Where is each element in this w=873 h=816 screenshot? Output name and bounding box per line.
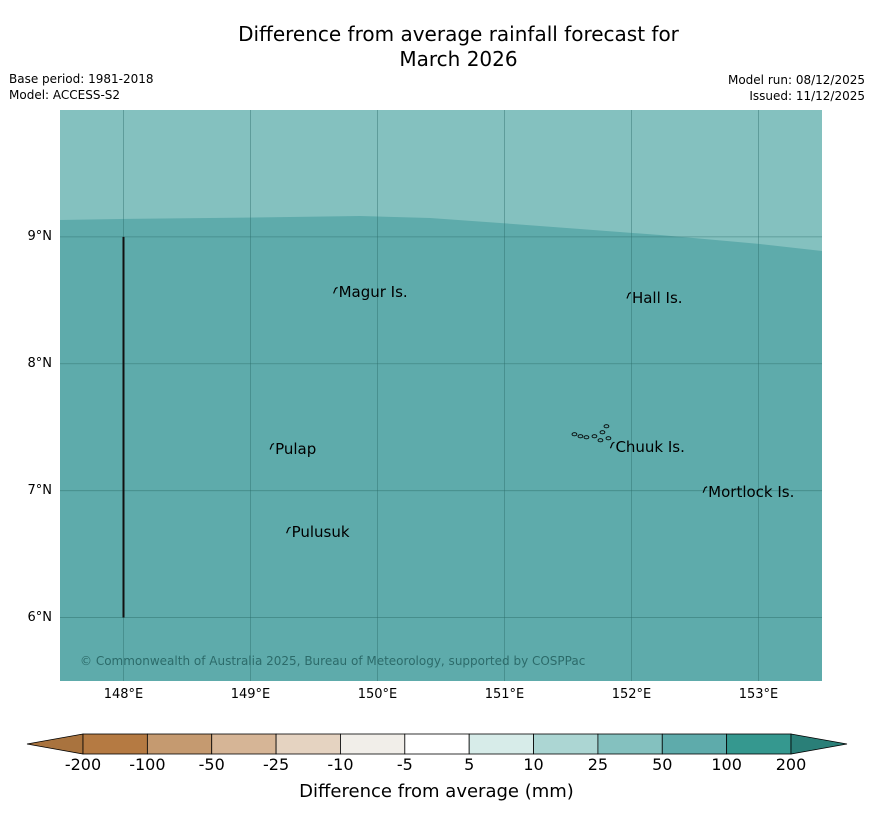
island-outline bbox=[286, 526, 291, 534]
colorbar-tick: 10 bbox=[523, 755, 544, 774]
colorbar-cells bbox=[26, 733, 848, 755]
island-outline bbox=[269, 442, 275, 450]
chuuk-islet bbox=[577, 434, 584, 439]
chuuk-islet bbox=[597, 438, 604, 443]
place-label-magur: Magur Is. bbox=[338, 283, 408, 302]
lat-tick-label: 6°N bbox=[27, 609, 53, 625]
chuuk-islet bbox=[591, 434, 598, 439]
colorbar-tick: -10 bbox=[327, 755, 354, 774]
place-label-mortlock: Mortlock Is. bbox=[708, 482, 795, 501]
colorbar-extend-low bbox=[26, 733, 84, 755]
lon-tick-label: 152°E bbox=[611, 687, 652, 702]
colorbar-tick: 100 bbox=[711, 755, 742, 774]
colorbar-tick: -50 bbox=[198, 755, 225, 774]
colorbar-cell bbox=[726, 733, 792, 755]
island-outline bbox=[702, 486, 708, 493]
chuuk-islet bbox=[599, 430, 606, 435]
colorbar bbox=[26, 733, 848, 755]
meta-right: Model run: 08/12/2025 Issued: 11/12/2025 bbox=[728, 72, 865, 104]
rainfall-map[interactable] bbox=[60, 110, 822, 681]
map-canvas bbox=[60, 110, 822, 681]
model-run: Model run: 08/12/2025 bbox=[727, 73, 865, 87]
colorbar-tick: -200 bbox=[64, 755, 102, 774]
colorbar-tick: -100 bbox=[129, 755, 166, 774]
colorbar-tick: 50 bbox=[652, 755, 673, 774]
colorbar-cell bbox=[597, 733, 663, 755]
island-outline bbox=[609, 441, 615, 449]
meta-left: Base period: 1981-2018 Model: ACCESS-S2 bbox=[9, 71, 154, 103]
colorbar-cell bbox=[146, 733, 213, 755]
place-label-pulusuk: Pulusuk bbox=[291, 523, 350, 542]
colorbar-title: Difference from average (mm) bbox=[299, 781, 574, 802]
issued-date: Issued: 11/12/2025 bbox=[749, 89, 865, 103]
chuuk-islet bbox=[571, 432, 578, 437]
colorbar-tick: 25 bbox=[587, 755, 609, 774]
chuuk-islet bbox=[603, 424, 610, 429]
lat-tick-label: 8°N bbox=[27, 355, 53, 371]
title-line-2: March 2026 bbox=[399, 47, 518, 71]
chuuk-islet bbox=[605, 436, 612, 441]
colorbar-tick: 200 bbox=[775, 755, 807, 774]
colorbar-cell bbox=[533, 733, 599, 755]
colorbar-cell bbox=[661, 733, 728, 755]
copyright-notice: © Commonwealth of Australia 2025, Bureau… bbox=[80, 654, 586, 668]
place-label-hall: Hall Is. bbox=[631, 288, 683, 307]
chart-title: Difference from average rainfall forecas… bbox=[0, 22, 873, 72]
colorbar-cell bbox=[340, 733, 406, 755]
place-label-chuuk: Chuuk Is. bbox=[615, 438, 685, 457]
lon-tick-label: 148°E bbox=[103, 687, 144, 702]
base-period: Base period: 1981-2018 bbox=[9, 72, 154, 86]
model-name: Model: ACCESS-S2 bbox=[9, 88, 121, 102]
lat-tick-label: 7°N bbox=[27, 482, 53, 498]
lon-tick-label: 153°E bbox=[738, 687, 779, 702]
chuuk-islet bbox=[583, 435, 590, 440]
colorbar-cell bbox=[404, 733, 470, 755]
title-line-1: Difference from average rainfall forecas… bbox=[238, 22, 679, 46]
colorbar-extend-high bbox=[790, 733, 848, 755]
colorbar-cell bbox=[82, 733, 148, 755]
colorbar-cell bbox=[275, 733, 341, 755]
colorbar-cell bbox=[211, 733, 277, 755]
lon-tick-label: 150°E bbox=[357, 687, 398, 702]
lon-tick-label: 151°E bbox=[484, 687, 525, 702]
island-markers bbox=[269, 286, 708, 534]
place-label-pulap: Pulap bbox=[275, 439, 317, 458]
colorbar-tick: -25 bbox=[263, 755, 290, 774]
colorbar-cell bbox=[468, 733, 534, 755]
island-outline bbox=[333, 286, 338, 294]
lat-tick-label: 9°N bbox=[27, 228, 53, 244]
colorbar-tick: 5 bbox=[464, 755, 475, 774]
colorbar-tick: -5 bbox=[396, 755, 413, 774]
island-outline bbox=[626, 291, 632, 299]
lon-tick-label: 149°E bbox=[230, 687, 271, 702]
